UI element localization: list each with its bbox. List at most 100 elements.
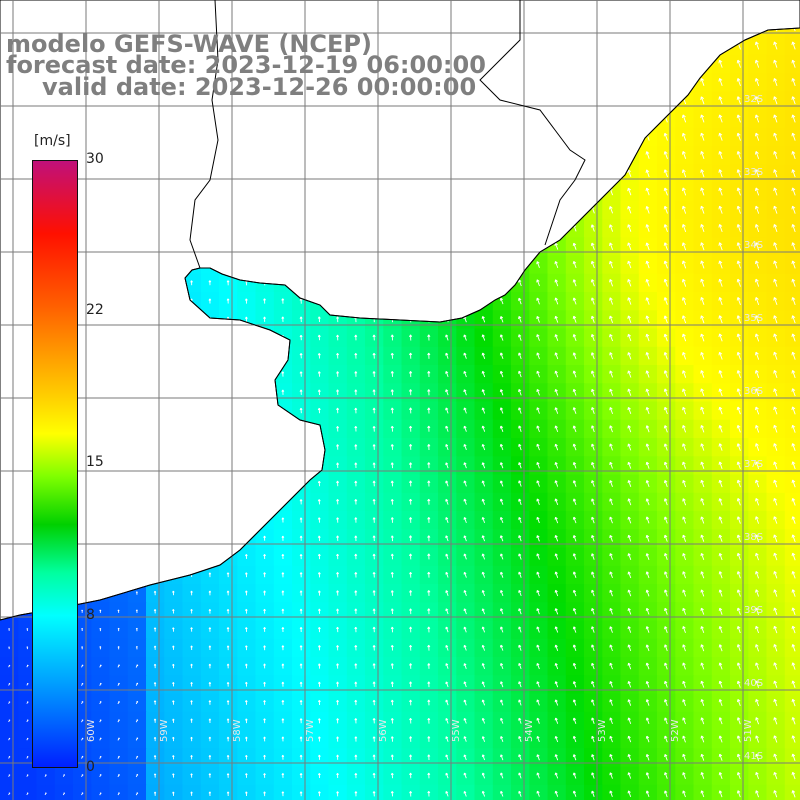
wind-arrow bbox=[518, 516, 522, 524]
wind-arrow bbox=[226, 736, 230, 742]
wind-arrow bbox=[773, 644, 778, 652]
wind-arrow bbox=[336, 772, 339, 779]
wind-arrow bbox=[572, 370, 577, 378]
wind-arrow bbox=[445, 370, 449, 378]
wind-arrow bbox=[336, 480, 340, 487]
wind-arrow bbox=[791, 114, 796, 123]
wind-arrow bbox=[609, 480, 613, 487]
wind-arrow bbox=[627, 333, 632, 342]
wind-arrow bbox=[536, 608, 540, 615]
wind-arrow bbox=[463, 772, 467, 779]
wind-arrow bbox=[554, 699, 559, 706]
wind-arrow bbox=[317, 590, 321, 596]
wind-arrow bbox=[700, 644, 705, 652]
wind-arrow bbox=[518, 626, 522, 633]
wind-arrow bbox=[481, 334, 486, 341]
wind-arrow bbox=[718, 333, 723, 342]
wind-arrow bbox=[299, 499, 303, 505]
wind-arrow bbox=[682, 790, 686, 798]
wind-arrow bbox=[664, 626, 668, 633]
wind-arrow bbox=[281, 718, 285, 724]
wind-arrow bbox=[645, 662, 650, 670]
wind-arrow bbox=[499, 626, 504, 633]
wind-arrow bbox=[572, 297, 577, 305]
wind-arrow bbox=[664, 699, 668, 706]
wind-arrow bbox=[700, 333, 705, 342]
wind-arrow bbox=[99, 737, 102, 741]
wind-arrow bbox=[536, 388, 540, 396]
wind-arrow bbox=[499, 297, 504, 305]
wind-arrow bbox=[354, 553, 358, 560]
wind-arrow bbox=[518, 589, 522, 597]
wind-arrow bbox=[445, 553, 449, 560]
wind-arrow bbox=[681, 151, 687, 159]
wind-arrow bbox=[26, 664, 29, 668]
wind-arrow bbox=[226, 590, 230, 596]
wind-arrow bbox=[481, 389, 486, 396]
wind-arrow bbox=[645, 187, 650, 196]
wind-arrow bbox=[117, 737, 120, 741]
wind-arrow bbox=[153, 590, 157, 596]
lon-label: 53W bbox=[597, 719, 608, 742]
wind-arrow bbox=[518, 462, 522, 469]
wind-arrow bbox=[718, 425, 723, 433]
wind-arrow bbox=[354, 699, 358, 706]
wind-arrow bbox=[590, 242, 595, 250]
wind-cell bbox=[784, 492, 800, 512]
wind-arrow bbox=[536, 553, 540, 560]
wind-arrow bbox=[645, 352, 650, 360]
wind-arrow bbox=[153, 663, 157, 669]
wind-arrow bbox=[336, 352, 340, 359]
wind-arrow bbox=[518, 699, 522, 706]
wind-arrow bbox=[664, 753, 668, 761]
wind-arrow bbox=[409, 498, 413, 505]
wind-arrow bbox=[281, 791, 285, 797]
wind-arrow bbox=[682, 753, 686, 761]
wind-arrow bbox=[754, 205, 760, 214]
wind-arrow bbox=[700, 589, 705, 597]
wind-arrow bbox=[299, 681, 303, 687]
wind-arrow bbox=[682, 370, 687, 378]
wind-arrow bbox=[427, 498, 431, 505]
wind-arrow bbox=[736, 315, 741, 324]
wind-arrow bbox=[354, 645, 358, 651]
wind-arrow bbox=[736, 169, 741, 178]
wind-arrow bbox=[645, 498, 650, 506]
wind-arrow bbox=[663, 187, 668, 196]
wind-arrow bbox=[700, 772, 705, 779]
wind-arrow bbox=[682, 662, 686, 670]
wind-arrow bbox=[299, 608, 303, 614]
wind-arrow bbox=[700, 187, 705, 196]
wind-arrow bbox=[554, 242, 559, 250]
wind-arrow bbox=[336, 553, 340, 560]
lon-label: 58W bbox=[232, 719, 243, 742]
wind-arrow bbox=[645, 589, 650, 597]
wind-arrow bbox=[700, 297, 705, 305]
wind-arrow bbox=[8, 701, 11, 704]
wind-arrow bbox=[554, 352, 559, 360]
wind-arrow bbox=[645, 553, 650, 560]
wind-arrow bbox=[445, 608, 449, 615]
wind-arrow bbox=[463, 370, 467, 378]
wind-arrow bbox=[390, 535, 394, 542]
wind-cell bbox=[0, 711, 19, 731]
wind-arrow bbox=[190, 608, 193, 614]
wind-arrow bbox=[627, 425, 632, 433]
wind-cell bbox=[784, 91, 800, 111]
wind-arrow bbox=[682, 607, 687, 615]
wind-arrow bbox=[572, 571, 577, 578]
wind-arrow bbox=[572, 644, 577, 651]
wind-arrow bbox=[445, 736, 449, 742]
wind-arrow bbox=[318, 736, 321, 742]
wind-arrow bbox=[773, 479, 778, 488]
wind-arrow bbox=[208, 608, 212, 614]
wind-arrow bbox=[354, 736, 358, 742]
wind-arrow bbox=[627, 626, 632, 633]
wind-arrow bbox=[627, 187, 632, 196]
wind-arrow bbox=[153, 682, 157, 687]
wind-arrow bbox=[427, 790, 431, 797]
wind-arrow bbox=[372, 371, 376, 377]
wind-arrow bbox=[226, 754, 230, 760]
wind-arrow bbox=[99, 755, 102, 759]
wind-arrow bbox=[718, 625, 723, 634]
